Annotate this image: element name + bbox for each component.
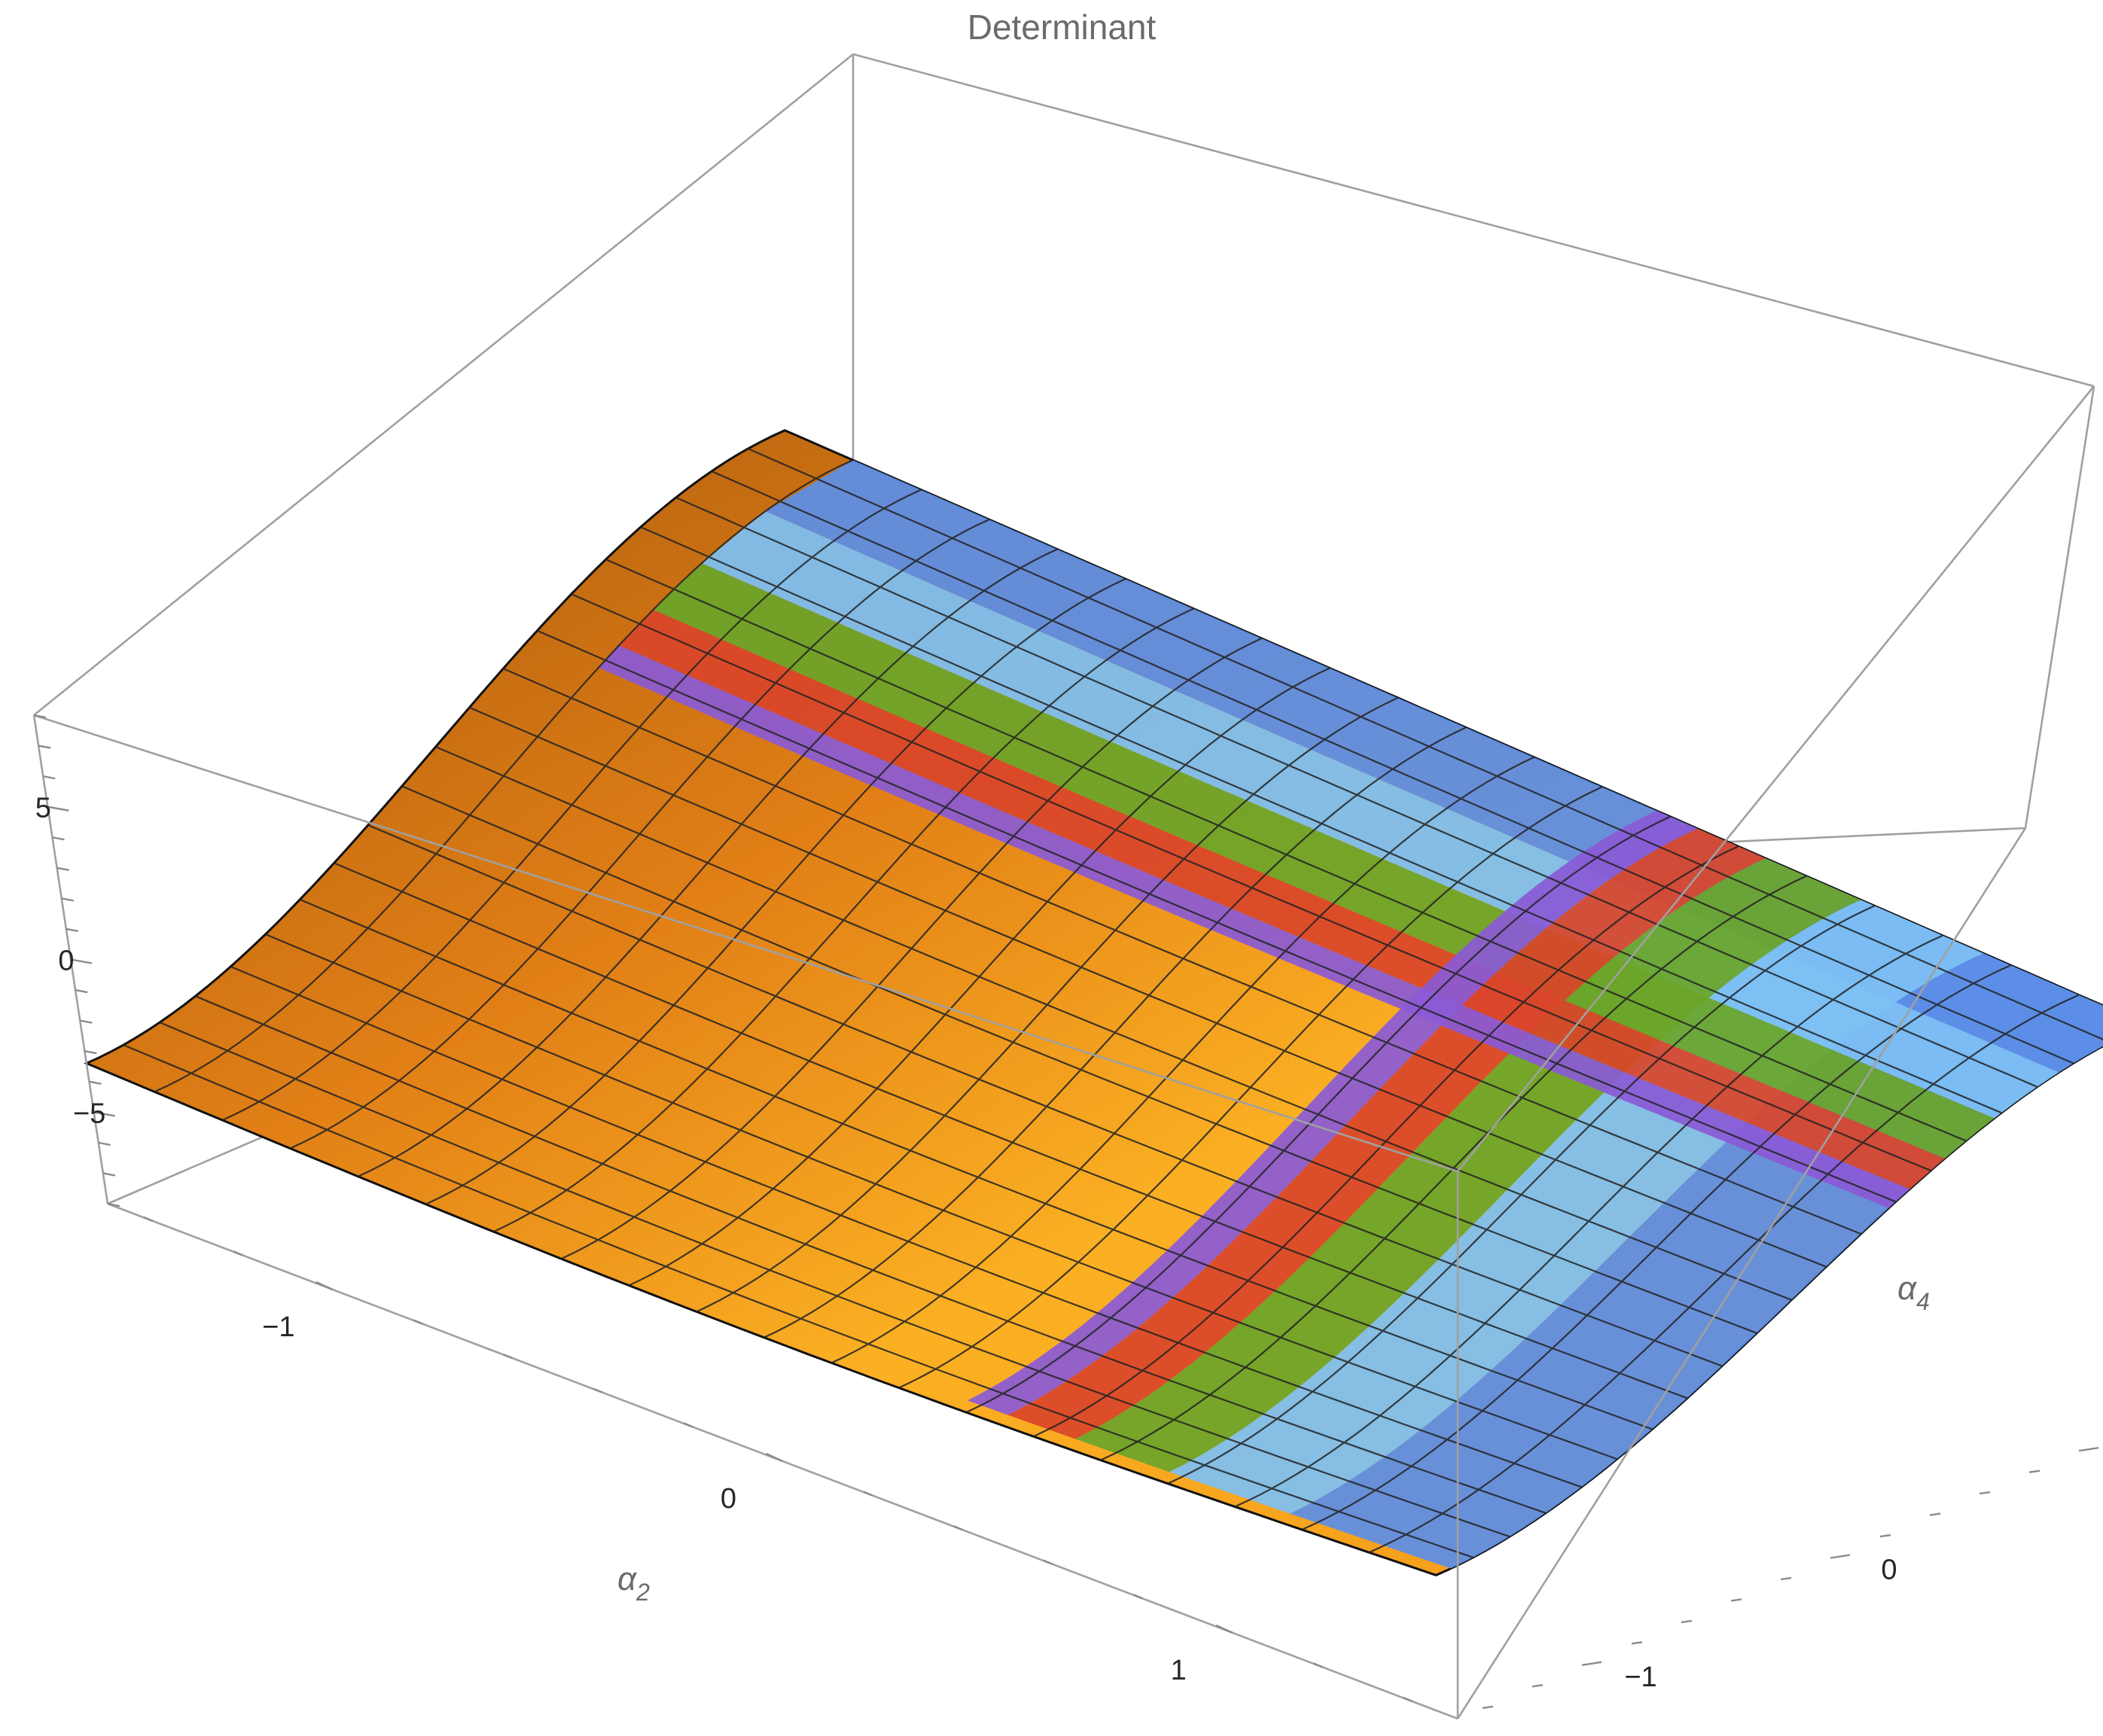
z-axis-minor-tick <box>102 1172 116 1177</box>
mesh-line-y <box>1234 934 1943 1508</box>
box-edge-front-top-right <box>1456 385 2095 1172</box>
y-axis-label-subscript: 4 <box>1916 1288 1930 1315</box>
z-axis-minor-tick <box>107 1202 120 1208</box>
mesh-line-y <box>1167 905 1875 1485</box>
surface-color-bands <box>598 460 2103 1569</box>
x-axis: −1 0 1 <box>143 1216 1413 1703</box>
y-axis-label: α4 <box>1897 1270 1930 1315</box>
surface-band <box>598 645 1910 1208</box>
x-axis-minor-tick <box>863 1491 873 1497</box>
z-axis-minor-tick <box>33 714 47 719</box>
x-axis-minor-tick <box>143 1216 154 1222</box>
x-axis-tick-label: −1 <box>262 1311 294 1343</box>
x-axis-minor-tick <box>503 1354 514 1360</box>
z-axis-minor-tick <box>52 836 65 841</box>
x-axis-minor-tick <box>1313 1662 1324 1668</box>
mesh-line-y <box>763 726 1467 1339</box>
y-axis-minor-tick <box>1482 1705 1494 1709</box>
mesh-line-y <box>221 489 922 1121</box>
box-edge-front-top-left <box>33 714 1458 1173</box>
mesh-line-y <box>831 756 1535 1364</box>
y-axis: −101 <box>1482 1446 2099 1709</box>
z-axis-major-tick <box>93 1111 115 1117</box>
z-axis-tick-label: −5 <box>73 1098 105 1129</box>
box-edge-front-bottom-right <box>1456 827 2027 1719</box>
mesh-line-y <box>1301 964 2011 1530</box>
surface-mesh <box>123 447 2103 1558</box>
y-axis-tick-label: 0 <box>1881 1555 1897 1586</box>
x-axis-minor-tick <box>953 1525 964 1531</box>
box-edge-back-top-left <box>33 53 854 717</box>
y-axis-minor-tick <box>1979 1491 1991 1495</box>
y-axis-minor-tick <box>1681 1619 1693 1624</box>
mesh-line-y <box>493 608 1194 1233</box>
surface-band <box>1007 828 1766 1439</box>
y-axis-minor-tick <box>1631 1641 1643 1645</box>
surface <box>84 429 2103 1577</box>
mesh-line-y <box>358 548 1058 1177</box>
z-axis-minor-tick <box>66 927 79 933</box>
mesh-line-y <box>560 638 1262 1260</box>
y-axis-minor-tick <box>1730 1598 1742 1602</box>
z-axis-minor-tick <box>43 775 56 780</box>
mesh-line-y <box>696 696 1398 1313</box>
mesh-line-y <box>1033 845 1739 1438</box>
surface-band <box>1074 858 1861 1473</box>
z-axis-tick-label: 5 <box>35 793 51 824</box>
z-axis-minor-tick <box>38 745 51 749</box>
mesh-line-y <box>289 519 990 1150</box>
x-axis-major-tick <box>315 1281 334 1291</box>
mesh-line-y <box>1368 994 2080 1554</box>
x-axis-minor-tick <box>1403 1697 1413 1703</box>
y-axis-major-tick <box>2078 1446 2099 1452</box>
x-axis-minor-tick <box>1043 1559 1053 1565</box>
z-axis-minor-tick <box>80 1019 93 1024</box>
y-axis-minor-tick <box>2028 1470 2041 1473</box>
x-axis-label: α2 <box>617 1561 650 1606</box>
z-axis-minor-tick <box>84 1050 97 1055</box>
mesh-line-y <box>1100 875 1807 1461</box>
y-axis-major-tick <box>1830 1554 1851 1559</box>
x-axis-major-tick <box>766 1452 783 1463</box>
z-axis-minor-tick <box>61 897 74 902</box>
x-axis-minor-tick <box>413 1319 423 1325</box>
z-axis-tick-label: 0 <box>58 946 74 977</box>
z-axis: −5 0 5 <box>33 714 120 1208</box>
z-axis-major-tick <box>70 958 93 964</box>
x-axis-tick-label: 1 <box>1171 1655 1187 1686</box>
y-axis-minor-tick <box>1929 1512 1941 1516</box>
mesh-line-y <box>425 578 1126 1205</box>
z-axis-minor-tick <box>98 1141 111 1147</box>
surface-band <box>619 609 1945 1189</box>
z-axis-minor-tick <box>75 988 88 994</box>
x-axis-minor-tick <box>683 1422 693 1428</box>
y-axis-major-tick <box>1581 1661 1602 1667</box>
x-axis-major-tick <box>1215 1624 1233 1634</box>
z-axis-minor-tick <box>89 1080 102 1085</box>
y-axis-minor-tick <box>1532 1684 1544 1688</box>
surface-band <box>968 810 1698 1415</box>
z-axis-major-tick <box>47 806 69 812</box>
mesh-line-y <box>965 815 1671 1414</box>
x-axis-label-symbol: α <box>617 1561 638 1597</box>
mesh-line-y <box>154 459 854 1093</box>
x-axis-label-subscript: 2 <box>635 1579 650 1606</box>
y-axis-minor-tick <box>1879 1533 1891 1538</box>
mesh-line-y <box>898 786 1603 1389</box>
y-axis-minor-tick <box>1780 1576 1792 1581</box>
mesh-line-y <box>628 667 1330 1287</box>
box-edge-back-top-right <box>852 53 2095 388</box>
box-edge-right-vertical <box>2024 385 2095 829</box>
y-axis-label-symbol: α <box>1897 1270 1918 1307</box>
chart-title: Determinant <box>968 8 1157 47</box>
y-axis-tick-label: −1 <box>1624 1661 1656 1693</box>
x-axis-minor-tick <box>233 1250 243 1256</box>
x-axis-tick-label: 0 <box>721 1483 736 1515</box>
x-axis-minor-tick <box>1133 1594 1144 1600</box>
z-axis-minor-tick <box>56 866 69 871</box>
x-axis-minor-tick <box>593 1387 603 1393</box>
